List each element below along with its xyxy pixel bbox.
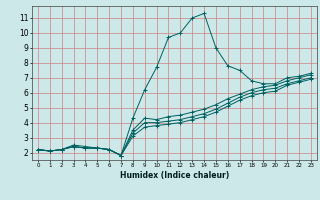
X-axis label: Humidex (Indice chaleur): Humidex (Indice chaleur) xyxy=(120,171,229,180)
